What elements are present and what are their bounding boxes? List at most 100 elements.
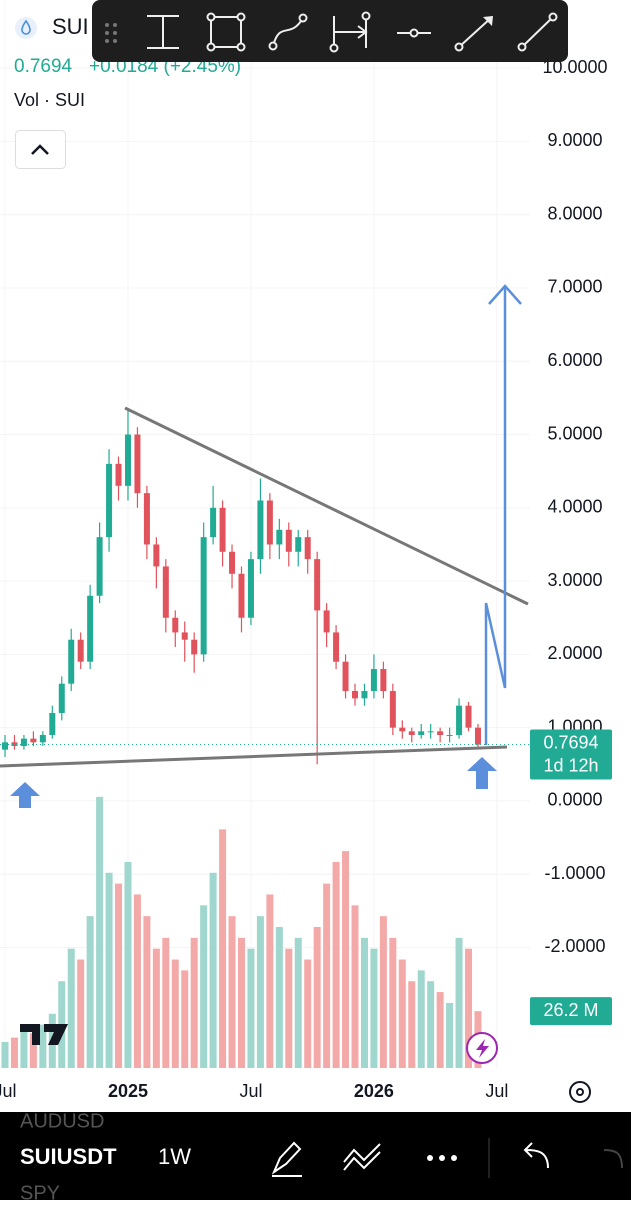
candle-body (30, 738, 37, 743)
symbol-option[interactable]: AUDUSD (20, 1110, 104, 1132)
volume-bar (237, 937, 245, 1068)
volume-bar (304, 959, 312, 1068)
lightning-icon (476, 1039, 489, 1058)
volume-bar (143, 916, 151, 1068)
candle-body (314, 559, 321, 611)
coin-icon-drop (21, 19, 31, 35)
candle-body (68, 639, 75, 684)
candle-body (134, 434, 141, 494)
x-tick-label: Jul (0, 1081, 17, 1101)
candle-body (49, 713, 56, 735)
plot: 10.00009.00008.00007.00006.00005.00004.0… (0, 0, 608, 1101)
candle-body (437, 731, 444, 735)
candle-body (153, 544, 160, 567)
candle-body (2, 742, 9, 750)
volume-bar (124, 861, 132, 1068)
more-icon[interactable] (427, 1155, 457, 1161)
y-tick-label: 5.0000 (547, 423, 602, 443)
tool-arrow[interactable] (458, 16, 493, 48)
symbol-option[interactable]: SPY (20, 1182, 60, 1204)
y-tick-label: 4.0000 (547, 497, 602, 517)
candle-body (115, 463, 122, 486)
header-price: 0.7694 (14, 56, 73, 77)
candle-body (219, 507, 226, 552)
candle-body (380, 669, 387, 692)
volume-legend: Vol · SUI (14, 90, 85, 110)
candle-body (266, 500, 273, 545)
candle-body (20, 738, 27, 746)
candle-body (352, 691, 359, 699)
candle-body (11, 742, 18, 746)
candle-body (456, 705, 463, 735)
x-tick-label: Jul (239, 1081, 262, 1101)
volume-label-box (530, 997, 612, 1026)
x-tick-label: 2025 (108, 1081, 148, 1101)
settings-icon[interactable] (569, 1081, 591, 1103)
candle-body (389, 691, 396, 728)
y-tick-label: 8.0000 (547, 203, 602, 223)
coin-icon (15, 17, 37, 39)
volume-bar (408, 981, 416, 1068)
candle-body (427, 731, 434, 733)
volume-bar (256, 916, 264, 1068)
settings-icon-center (576, 1088, 584, 1096)
y-tick-label: 6.0000 (547, 350, 602, 370)
drawing-toolbar (92, 0, 568, 62)
active-symbol[interactable]: SUIUSDT (20, 1144, 117, 1169)
volume-label: 26.2 M (543, 1000, 598, 1020)
interval[interactable]: 1W (158, 1144, 191, 1169)
volume-bar (200, 905, 208, 1068)
tool-trendline[interactable] (521, 16, 554, 48)
indicators-icon[interactable] (343, 1143, 381, 1171)
volume-bar (370, 948, 378, 1068)
volume-bar (77, 959, 85, 1068)
candle-body (162, 566, 169, 618)
candle-body (77, 639, 84, 662)
tool-date-range[interactable] (333, 16, 368, 48)
volume-bar (247, 948, 255, 1068)
candle-body (96, 537, 103, 596)
volume-bar (219, 829, 227, 1068)
candle-body (333, 632, 340, 662)
volume-bar (379, 916, 387, 1068)
candle-body (361, 691, 368, 699)
volume-bar (228, 916, 236, 1068)
volume-bar (332, 861, 340, 1068)
y-tick-label: 3.0000 (547, 570, 602, 590)
candle-body (295, 537, 302, 552)
volume-bar (323, 883, 331, 1068)
x-tick-label: Jul (485, 1081, 508, 1101)
symbol: SUI (52, 14, 89, 39)
price-label-box (530, 729, 612, 780)
tool-rectangle[interactable] (210, 16, 242, 48)
draw-icon[interactable] (271, 1141, 302, 1177)
logo (20, 1024, 68, 1045)
volume-bar (171, 959, 179, 1068)
candle-body (143, 493, 150, 545)
candle-body (465, 705, 472, 728)
volume-bar (455, 937, 463, 1068)
arrow-marker (10, 782, 40, 808)
collapse-button[interactable] (15, 130, 66, 169)
candle-body (124, 434, 131, 486)
volume-bar (417, 970, 425, 1068)
candle-body (446, 734, 453, 736)
volume-bar (115, 883, 123, 1068)
candle-body (191, 639, 198, 655)
candle-body (323, 610, 330, 633)
tool-path[interactable] (272, 17, 304, 47)
volume-bar (275, 927, 283, 1068)
candle-body (210, 507, 217, 538)
candle-body (304, 537, 311, 560)
tool-range[interactable] (147, 15, 179, 49)
volume-bar (105, 872, 113, 1068)
candle-body (257, 500, 264, 560)
undo-icon[interactable] (523, 1142, 549, 1169)
redo-icon[interactable] (603, 1149, 623, 1169)
volume-bar (67, 948, 75, 1068)
candle-body (58, 683, 65, 714)
projection-arrowhead (488, 284, 522, 305)
y-tick-label: -2.0000 (544, 936, 605, 956)
